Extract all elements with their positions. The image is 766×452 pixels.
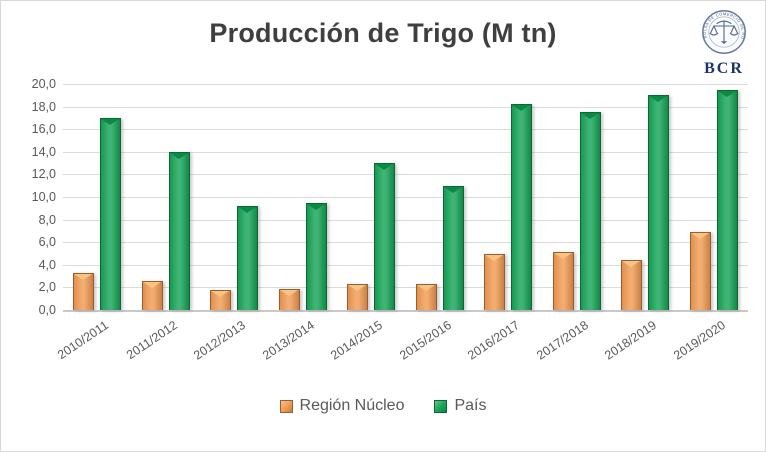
- grid-line: [63, 242, 748, 244]
- grid-line: [63, 84, 748, 85]
- bar-pais: [716, 89, 738, 310]
- bar-bevel: [690, 233, 709, 240]
- bar-region-nucleo: [347, 284, 369, 310]
- bcr-logo-label: BCR: [704, 60, 744, 77]
- grid-line: [63, 129, 748, 131]
- bar-bevel: [416, 285, 435, 292]
- bar-bevel: [443, 186, 462, 193]
- scales-caduceus-icon: [709, 20, 739, 44]
- bar-pais: [648, 95, 670, 310]
- x-tick-label: 2018/2019: [602, 318, 660, 363]
- bar-group: [132, 84, 201, 310]
- x-tick-label: 2010/2011: [55, 318, 112, 363]
- x-tick-label: 2013/2014: [259, 318, 317, 363]
- x-tick-label: 2012/2013: [191, 318, 249, 363]
- grid-line: [63, 197, 748, 198]
- legend-swatch: [434, 399, 448, 413]
- bar-bevel: [512, 105, 531, 112]
- bar-bevel: [485, 254, 504, 261]
- bcr-logo: BOLSA DE COMERCIO DE ROSARIO BCR: [695, 4, 753, 78]
- x-tick-label: 2017/2018: [533, 318, 591, 363]
- grid-line: [63, 287, 748, 289]
- bar-pais: [374, 163, 396, 310]
- bar-bevel: [279, 289, 298, 296]
- grid-line: [63, 219, 748, 221]
- bar-bevel: [101, 118, 120, 125]
- bar-bevel: [142, 281, 161, 288]
- bar-region-nucleo: [484, 253, 506, 310]
- bar-bevel: [375, 164, 394, 171]
- bar-bevel: [622, 261, 641, 268]
- bar-pais: [237, 206, 259, 310]
- bar-groups: [63, 84, 748, 310]
- bar-bevel: [348, 285, 367, 292]
- grid-line: [63, 106, 748, 108]
- plot-area: [63, 84, 748, 312]
- legend: Región Núcleo País: [1, 397, 765, 415]
- bar-bevel: [306, 203, 325, 210]
- bar-bevel: [211, 290, 230, 297]
- bar-pais: [305, 202, 327, 310]
- bar-bevel: [717, 90, 736, 97]
- bar-pais: [168, 151, 190, 310]
- bar-bevel: [74, 273, 93, 280]
- bar-region-nucleo: [621, 260, 643, 310]
- legend-item: País: [434, 397, 486, 415]
- y-tick-label: 14,0: [31, 144, 56, 159]
- bar-region-nucleo: [278, 288, 300, 310]
- bar-pais: [100, 117, 122, 310]
- legend-swatch: [279, 399, 293, 413]
- bar-region-nucleo: [73, 272, 95, 310]
- grid-line: [63, 151, 748, 153]
- x-tick-label: 2014/2015: [328, 318, 386, 363]
- bar-group: [406, 84, 475, 310]
- legend-item: Región Núcleo: [279, 397, 405, 415]
- bar-bevel: [553, 253, 572, 260]
- y-tick-label: 8,0: [38, 212, 56, 227]
- bcr-seal-icon: BOLSA DE COMERCIO DE ROSARIO: [695, 4, 746, 54]
- bar-bevel: [580, 113, 599, 120]
- bar-pais: [579, 112, 601, 310]
- x-tick-label: 2019/2020: [670, 318, 728, 363]
- x-tick-label: 2011/2012: [123, 318, 180, 363]
- bar-group: [337, 84, 406, 310]
- bar-group: [543, 84, 612, 310]
- bar-group: [63, 84, 132, 310]
- y-tick-label: 12,0: [31, 167, 56, 182]
- grid-line: [63, 174, 748, 176]
- bar-group: [200, 84, 269, 310]
- bar-region-nucleo: [141, 280, 163, 310]
- bar-pais: [511, 104, 533, 310]
- y-tick-label: 18,0: [31, 99, 56, 114]
- bar-region-nucleo: [415, 284, 437, 310]
- y-tick-label: 6,0: [38, 235, 56, 250]
- bar-bevel: [649, 96, 668, 103]
- grid-line: [63, 264, 748, 266]
- bar-bevel: [238, 207, 257, 214]
- x-axis-labels: 2010/2011 2011/2012 2012/2013 2013/2014 2014…: [55, 312, 748, 394]
- legend-label: País: [454, 397, 487, 414]
- bar-group: [611, 84, 680, 310]
- bar-bevel: [169, 152, 188, 159]
- y-tick-label: 20,0: [31, 77, 56, 91]
- bar-group: [269, 84, 338, 310]
- bar-group: [680, 84, 749, 310]
- bar-region-nucleo: [552, 252, 574, 310]
- bar-region-nucleo: [210, 289, 232, 310]
- chart-title: Producción de Trigo (M tn): [209, 18, 557, 48]
- legend-label: Región Núcleo: [299, 397, 405, 414]
- y-tick-label: 10,0: [31, 190, 56, 204]
- x-tick-label: 2015/2016: [396, 318, 454, 363]
- y-tick-label: 16,0: [31, 122, 56, 137]
- y-tick-label: 4,0: [38, 257, 56, 272]
- bar-group: [474, 84, 543, 310]
- bar-pais: [442, 185, 464, 310]
- y-tick-label: 2,0: [38, 280, 56, 295]
- x-tick-label: 2016/2017: [465, 318, 523, 363]
- y-tick-label: 0,0: [38, 303, 56, 317]
- bar-region-nucleo: [689, 232, 711, 310]
